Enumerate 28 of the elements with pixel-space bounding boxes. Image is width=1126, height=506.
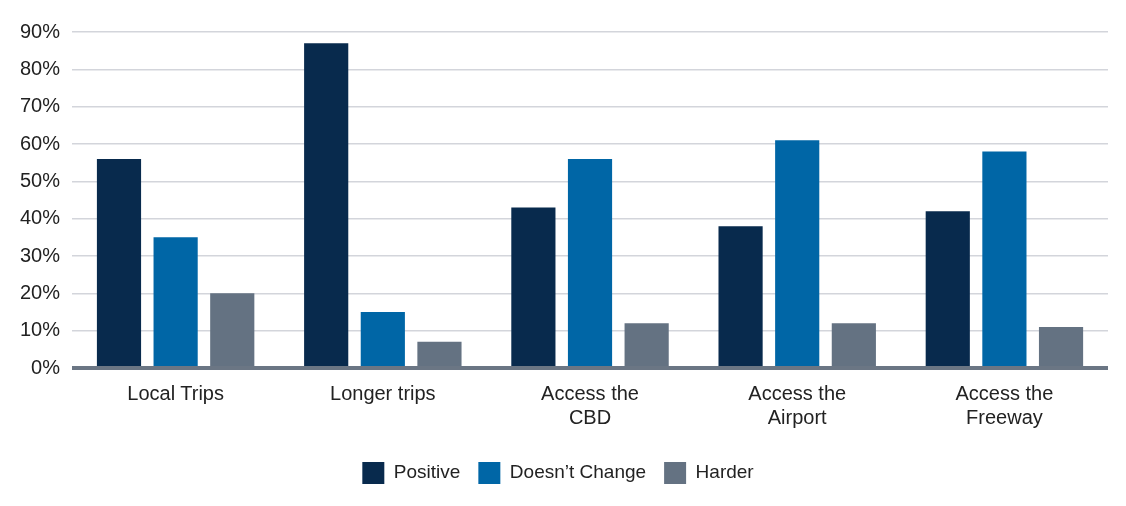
y-tick-label: 70% — [20, 94, 61, 117]
y-tick-label: 80% — [20, 56, 61, 79]
y-tick-label: 50% — [20, 168, 61, 191]
x-tick-label: Access the Airport — [748, 381, 847, 428]
legend-label: Harder — [695, 461, 755, 483]
y-tick-label: 30% — [20, 243, 61, 266]
y-tick-label: 40% — [20, 206, 61, 229]
bar — [982, 151, 1027, 366]
x-tick-label: Access the CBD — [541, 381, 639, 428]
y-tick-label: 0% — [31, 355, 61, 378]
y-tick-label: 90% — [20, 19, 61, 42]
x-tick-label: Access the Freeway — [955, 381, 1054, 428]
x-tick-label: Local Trips — [127, 381, 224, 404]
bar — [925, 211, 970, 366]
bar — [718, 226, 763, 366]
bar — [775, 140, 820, 366]
y-tick-label: 10% — [20, 318, 61, 341]
bar — [360, 312, 405, 366]
bar — [304, 43, 349, 366]
x-tick-label: Longer trips — [330, 381, 436, 404]
y-tick-label: 60% — [20, 131, 61, 154]
legend-label: Positive — [393, 461, 461, 483]
y-tick-label: 20% — [20, 280, 61, 303]
bar — [511, 207, 556, 366]
bar — [96, 158, 142, 366]
bar — [567, 158, 613, 366]
legend-label: Doesn’t Change — [509, 461, 647, 483]
bar — [153, 237, 198, 366]
